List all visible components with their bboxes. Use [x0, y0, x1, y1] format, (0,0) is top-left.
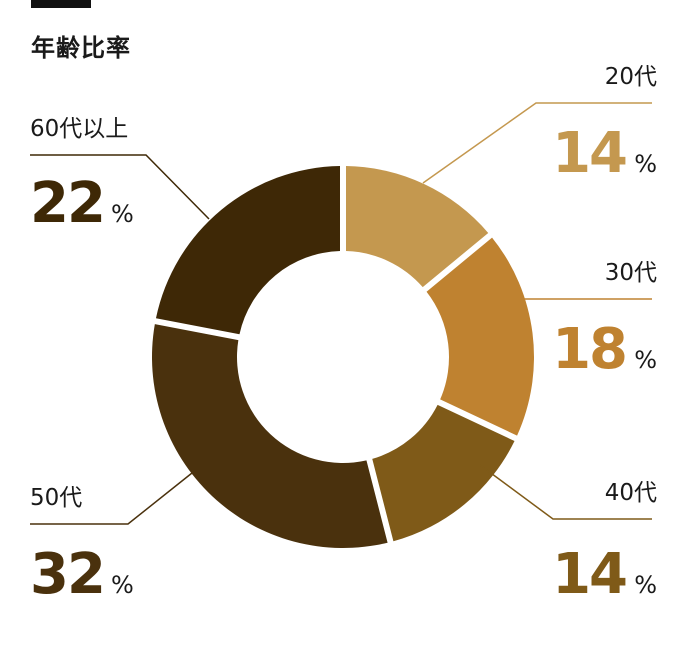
slice-20代: [345, 166, 489, 288]
slice-30代: [426, 237, 534, 436]
leader-line: [30, 472, 193, 525]
percent-value: 18: [552, 317, 626, 382]
percent-value: 14: [552, 542, 626, 607]
category-label: 20代: [605, 64, 657, 90]
percent-value: 14: [552, 121, 626, 186]
leader-line: [30, 154, 210, 220]
chart-title: 年齢比率: [31, 34, 131, 62]
leader-line: [479, 464, 652, 520]
percent-unit: %: [634, 150, 657, 178]
percent-unit: %: [111, 200, 134, 228]
slice-40代: [372, 404, 515, 542]
leader-line: [422, 102, 652, 184]
category-label: 60代以上: [30, 116, 128, 142]
slice-60代以上: [155, 166, 341, 335]
percent-value: 32: [30, 542, 104, 607]
percent-value: 22: [30, 171, 104, 236]
slice-50代: [152, 324, 388, 548]
percent-unit: %: [634, 346, 657, 374]
slices-group: [152, 166, 534, 548]
percent-unit: %: [111, 571, 134, 599]
title-accent-bar: [31, 0, 91, 8]
category-label: 40代: [605, 480, 657, 506]
category-label: 30代: [605, 260, 657, 286]
category-label: 50代: [30, 485, 82, 511]
labels-group: 20代 14 % 30代 18 % 40代 14 % 50代 32 % 60代以上 22%: [30, 64, 657, 607]
percent-unit: %: [634, 571, 657, 599]
leader-lines-group: [30, 102, 652, 525]
